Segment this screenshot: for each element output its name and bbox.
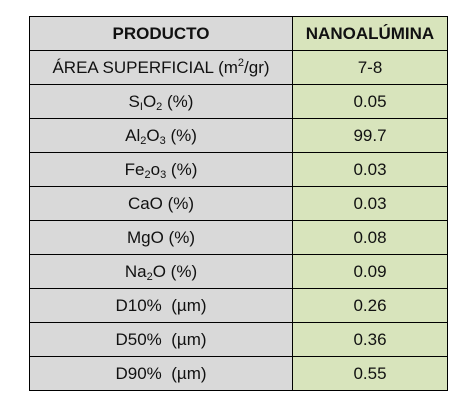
table-row: SIO2 (%) 0.05 [29, 84, 448, 119]
header-nanoalumina: NANOALÚMINA [292, 16, 448, 51]
table-row: D10% (µm) 0.26 [29, 288, 448, 323]
product-spec-table: PRODUCTO NANOALÚMINA ÁREA SUPERFICIAL (m… [29, 16, 448, 391]
row-value-al2o3: 99.7 [292, 118, 448, 153]
table-row: CaO (%) 0.03 [29, 186, 448, 221]
row-label-sio2: SIO2 (%) [29, 84, 293, 119]
header-product: PRODUCTO [29, 16, 293, 51]
row-value-sio2: 0.05 [292, 84, 448, 119]
row-label-fe2o3: Fe2o3 (%) [29, 152, 293, 187]
header-row: PRODUCTO NANOALÚMINA [29, 16, 448, 51]
table-row: MgO (%) 0.08 [29, 220, 448, 255]
row-value-d90: 0.55 [292, 356, 448, 391]
table-row: Fe2o3 (%) 0.03 [29, 152, 448, 187]
row-label-d10: D10% (µm) [29, 288, 293, 323]
row-label-surface-area: ÁREA SUPERFICIAL (m2/gr) [29, 50, 293, 85]
table-row: ÁREA SUPERFICIAL (m2/gr) 7-8 [29, 50, 448, 85]
row-label-na2o: Na2O (%) [29, 254, 293, 289]
row-value-mgo: 0.08 [292, 220, 448, 255]
table-row: Al2O3 (%) 99.7 [29, 118, 448, 153]
row-label-d90: D90% (µm) [29, 356, 293, 391]
row-value-d10: 0.26 [292, 288, 448, 323]
row-label-mgo: MgO (%) [29, 220, 293, 255]
table-row: Na2O (%) 0.09 [29, 254, 448, 289]
table-row: D90% (µm) 0.55 [29, 356, 448, 391]
table-row: D50% (µm) 0.36 [29, 322, 448, 357]
row-value-na2o: 0.09 [292, 254, 448, 289]
row-value-cao: 0.03 [292, 186, 448, 221]
row-value-fe2o3: 0.03 [292, 152, 448, 187]
row-label-d50: D50% (µm) [29, 322, 293, 357]
row-value-surface-area: 7-8 [292, 50, 448, 85]
row-label-cao: CaO (%) [29, 186, 293, 221]
row-label-al2o3: Al2O3 (%) [29, 118, 293, 153]
row-value-d50: 0.36 [292, 322, 448, 357]
